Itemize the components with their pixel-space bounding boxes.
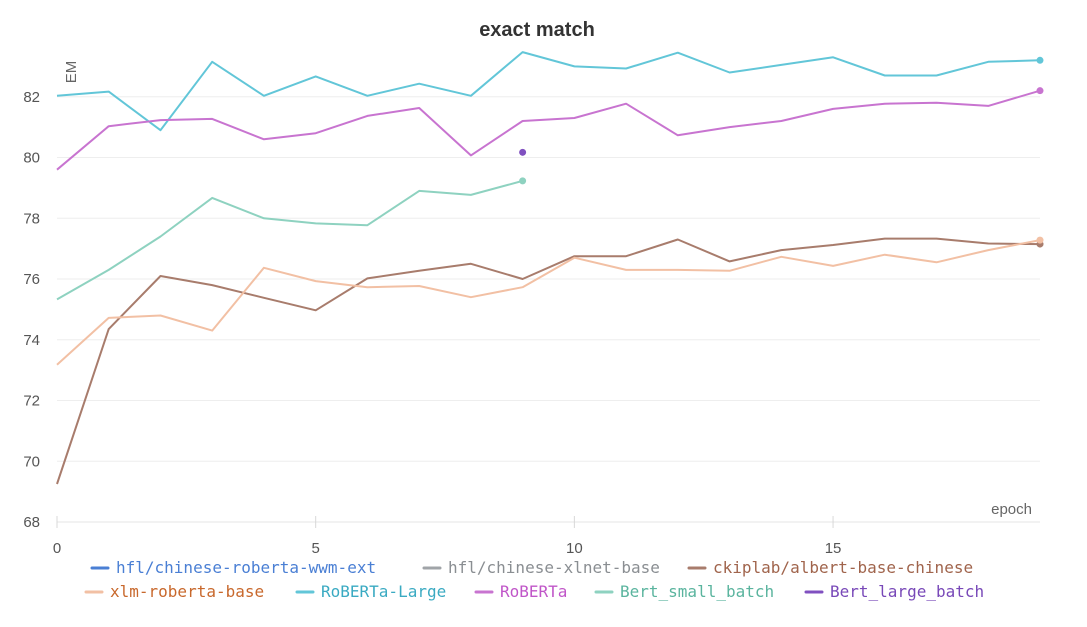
y-tick-label: 80 [23, 150, 40, 167]
x-axis-ticks: 0 5 10 15 [53, 516, 842, 557]
y-tick-label: 76 [23, 271, 40, 288]
legend-item-bert-large-batch[interactable]: Bert_large_batch [804, 582, 984, 601]
legend-item-xlm-roberta-base[interactable]: xlm-roberta-base [84, 582, 264, 601]
series-line-roberta [56, 89, 1041, 171]
legend-item-bert-small-batch[interactable]: Bert_small_batch [594, 582, 774, 601]
legend-item-roberta[interactable]: RoBERTa [474, 582, 567, 601]
y-tick-label: 72 [23, 393, 40, 410]
chart-title: exact match [479, 19, 595, 41]
legend-label: Bert_large_batch [830, 582, 984, 601]
series-endpoint-roberta-large [1036, 56, 1044, 64]
legend-label: xlm-roberta-base [110, 582, 264, 601]
legend-label: Bert_small_batch [620, 582, 774, 601]
x-tick-label: 5 [312, 540, 320, 557]
x-tick-label: 0 [53, 540, 61, 557]
series-line-roberta-large [56, 51, 1041, 132]
series-endpoint-xlm-roberta-base [1036, 236, 1044, 244]
series-endpoint-bert-large-batch [519, 148, 527, 156]
x-tick-label: 10 [566, 540, 583, 557]
legend[interactable]: hfl/chinese-roberta-wwm-ext hfl/chinese-x… [84, 558, 984, 601]
legend-label: hfl/chinese-roberta-wwm-ext [116, 558, 376, 577]
legend-item-hfl-chinese-xlnet-base[interactable]: hfl/chinese-xlnet-base [422, 558, 660, 577]
series-endpoint-roberta [1036, 87, 1044, 95]
legend-item-ckiplab-albert-base-chinese[interactable]: ckiplab/albert-base-chinese [687, 558, 973, 577]
y-axis-ticks: 68 70 72 74 76 78 80 82 [23, 89, 40, 531]
y-tick-label: 82 [23, 89, 40, 106]
series-line-ckiplab-albert-base-chinese [56, 237, 1041, 485]
x-tick-label: 15 [825, 540, 842, 557]
legend-item-hfl-chinese-roberta-wwm-ext[interactable]: hfl/chinese-roberta-wwm-ext [90, 558, 376, 577]
legend-label: hfl/chinese-xlnet-base [448, 558, 660, 577]
x-axis-label: epoch [991, 501, 1032, 518]
series-group [56, 51, 1044, 485]
legend-label: ckiplab/albert-base-chinese [713, 558, 973, 577]
y-tick-label: 78 [23, 210, 40, 227]
legend-item-roberta-large[interactable]: RoBERTa-Large [295, 582, 446, 601]
series-line-bert-small-batch [56, 179, 523, 301]
grid [57, 96, 1040, 523]
series-endpoint-bert-small-batch [519, 177, 527, 185]
legend-label: RoBERTa [500, 582, 567, 601]
series-line-xlm-roberta-base [56, 239, 1041, 366]
y-tick-label: 70 [23, 453, 40, 470]
y-tick-label: 74 [23, 332, 40, 349]
y-tick-label: 68 [23, 514, 40, 531]
legend-label: RoBERTa-Large [321, 582, 446, 601]
y-axis-label: EM [63, 61, 80, 84]
